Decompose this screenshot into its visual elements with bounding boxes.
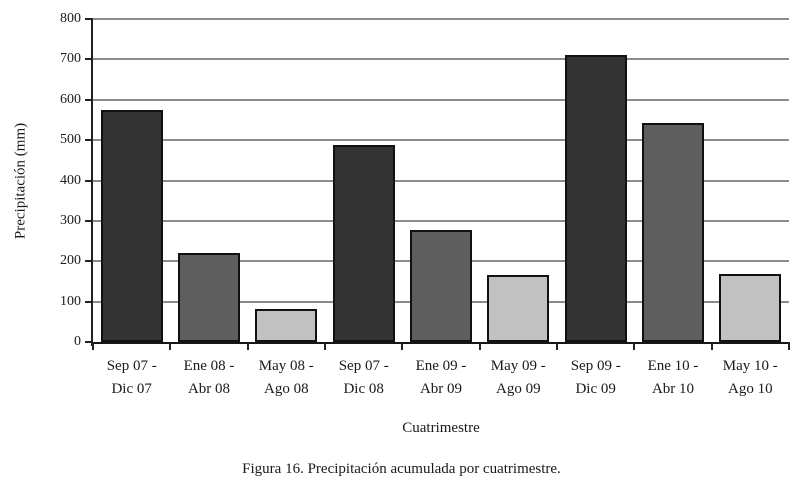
y-axis-title: Precipitación (mm) (12, 122, 29, 240)
x-tick-label-line: Abr 09 (419, 381, 463, 397)
x-tick-label-line: Sep 07 - (106, 358, 157, 374)
y-tick-200 (85, 260, 93, 263)
y-tick-label-300: 300 (60, 212, 81, 228)
x-tick-0 (92, 342, 94, 350)
x-tick-label-line: Ene 10 - (647, 358, 699, 374)
x-tick-8 (710, 342, 713, 350)
x-tick-label-line: Ene 08 - (183, 358, 235, 374)
x-tick-label-8: Ene 10 - Abr 10 (628, 355, 718, 400)
y-tick-label-800: 800 (60, 11, 81, 26)
x-tick-label-4: Sep 07 - Dic 08 (319, 355, 409, 400)
x-tick-label-line: Dic 07 (111, 381, 152, 397)
x-tick-label-line: Dic 08 (343, 381, 384, 397)
x-tick-label-line: Abr 10 (651, 381, 695, 397)
gridline-700 (93, 58, 789, 61)
bar-3 (255, 309, 318, 342)
bar-2 (178, 253, 240, 342)
x-tick-label-5: Ene 09 - Abr 09 (396, 355, 486, 400)
x-tick-4 (401, 342, 404, 350)
figure-caption: Figura 16. Precipitación acumulada por c… (242, 461, 561, 477)
y-tick-500 (85, 139, 93, 142)
y-tick-300 (85, 219, 93, 222)
x-tick-label-line: Ene 09 - (415, 358, 467, 374)
x-tick-label-line: May 08 - (258, 358, 314, 374)
y-tick-600 (85, 98, 93, 101)
x-tick-2 (246, 342, 249, 350)
x-tick-label-line: Ago 08 (264, 381, 309, 397)
gridline-600 (93, 98, 789, 101)
x-tick-label-1: Sep 07 - Dic 07 (87, 355, 177, 400)
bar-8 (642, 123, 704, 342)
y-tick-label-500: 500 (60, 132, 81, 148)
y-tick-800 (85, 18, 93, 20)
x-tick-label-line: Sep 09 - (570, 358, 621, 374)
x-tick-6 (556, 342, 558, 350)
x-tick-label-9: May 10 - Ago 10 (705, 355, 795, 400)
y-tick-label-400: 400 (60, 172, 81, 188)
x-tick-1 (169, 342, 172, 350)
gridline-800 (93, 18, 789, 20)
gridline-400 (93, 179, 789, 182)
gridline-500 (93, 139, 789, 142)
x-tick-7 (633, 342, 636, 350)
y-axis-line (91, 19, 93, 346)
x-tick-label-line: Abr 08 (187, 381, 231, 397)
bar-1 (100, 110, 163, 342)
bar-7 (564, 55, 627, 342)
x-tick-label-2: Ene 08 - Abr 08 (164, 355, 254, 400)
y-tick-100 (85, 300, 93, 303)
x-tick-label-7: Sep 09 - Dic 09 (551, 355, 641, 400)
x-tick-label-line: Dic 09 (575, 381, 616, 397)
x-tick-label-line: Ago 09 (496, 381, 541, 397)
x-tick-5 (478, 342, 481, 350)
x-tick-label-6: May 09 - Ago 09 (473, 355, 563, 400)
gridline-300 (93, 219, 789, 222)
x-tick-9 (788, 342, 790, 350)
bar-4 (332, 145, 395, 342)
bar-9 (719, 274, 782, 342)
y-tick-700 (85, 58, 93, 61)
x-axis-title: Cuatrimestre (402, 420, 480, 436)
x-tick-label-line: May 10 - (722, 358, 778, 374)
x-tick-label-3: May 08 - Ago 08 (241, 355, 331, 400)
y-tick-label-0: 0 (74, 334, 81, 349)
bar-6 (487, 275, 550, 342)
bar-5 (410, 230, 472, 342)
y-tick-label-100: 100 (60, 293, 81, 309)
y-tick-0 (85, 341, 93, 343)
x-tick-label-line: Ago 10 (728, 381, 773, 397)
y-tick-label-200: 200 (60, 253, 81, 269)
x-axis-line (93, 342, 789, 344)
y-tick-label-600: 600 (60, 91, 81, 107)
y-tick-label-700: 700 (60, 51, 81, 67)
x-tick-label-line: Sep 07 - (338, 358, 389, 374)
x-tick-3 (324, 342, 326, 350)
y-tick-400 (85, 179, 93, 182)
x-tick-label-line: May 09 - (490, 358, 546, 374)
